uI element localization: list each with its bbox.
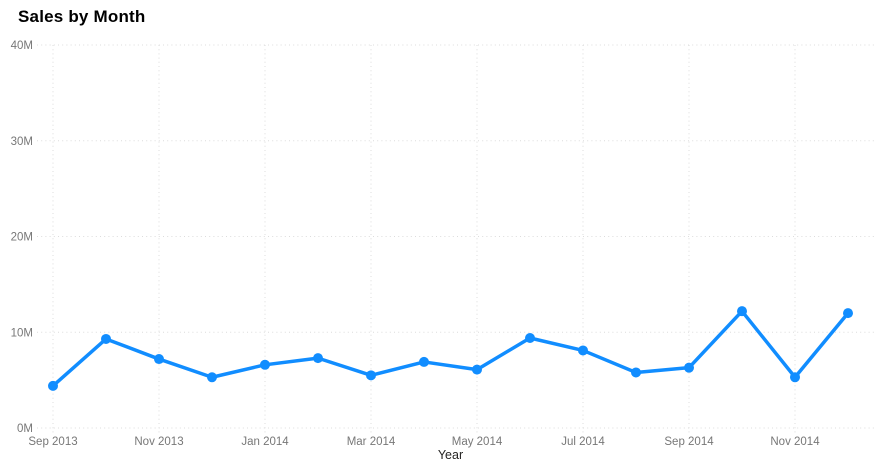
x-axis-tick-label: Mar 2014 xyxy=(347,436,396,448)
x-axis-tick-label: Nov 2013 xyxy=(134,436,183,448)
data-point[interactable] xyxy=(578,345,588,356)
data-point[interactable] xyxy=(419,356,429,367)
data-point[interactable] xyxy=(207,372,217,383)
data-point[interactable] xyxy=(843,308,853,319)
data-point[interactable] xyxy=(260,359,270,370)
data-point[interactable] xyxy=(366,370,376,381)
data-point[interactable] xyxy=(313,353,323,364)
x-axis-tick-label: Sep 2013 xyxy=(28,436,77,448)
x-axis-tick-label: Sep 2014 xyxy=(664,436,714,448)
y-axis-tick-label: 40M xyxy=(11,40,33,52)
x-axis-tick-label: Jul 2014 xyxy=(561,436,605,448)
y-axis-tick-label: 0M xyxy=(17,423,33,435)
data-point[interactable] xyxy=(154,354,164,365)
data-point[interactable] xyxy=(48,380,58,391)
x-axis-tick-label: May 2014 xyxy=(452,436,503,448)
y-axis-tick-label: 20M xyxy=(11,232,33,244)
data-point[interactable] xyxy=(737,306,747,317)
data-point[interactable] xyxy=(790,372,800,383)
y-axis-tick-label: 10M xyxy=(11,327,33,339)
x-axis-tick-label: Jan 2014 xyxy=(241,436,289,448)
data-point[interactable] xyxy=(525,332,535,343)
sales-series-line[interactable] xyxy=(51,309,850,388)
x-axis-title: Year xyxy=(437,448,464,462)
data-point[interactable] xyxy=(472,364,482,375)
data-point[interactable] xyxy=(684,362,694,373)
x-axis-tick-label: Nov 2014 xyxy=(770,436,820,448)
chart-title: Sales by Month xyxy=(18,7,146,26)
data-point[interactable] xyxy=(631,367,641,378)
data-point[interactable] xyxy=(101,333,111,344)
y-axis-tick-label: 30M xyxy=(11,136,33,148)
